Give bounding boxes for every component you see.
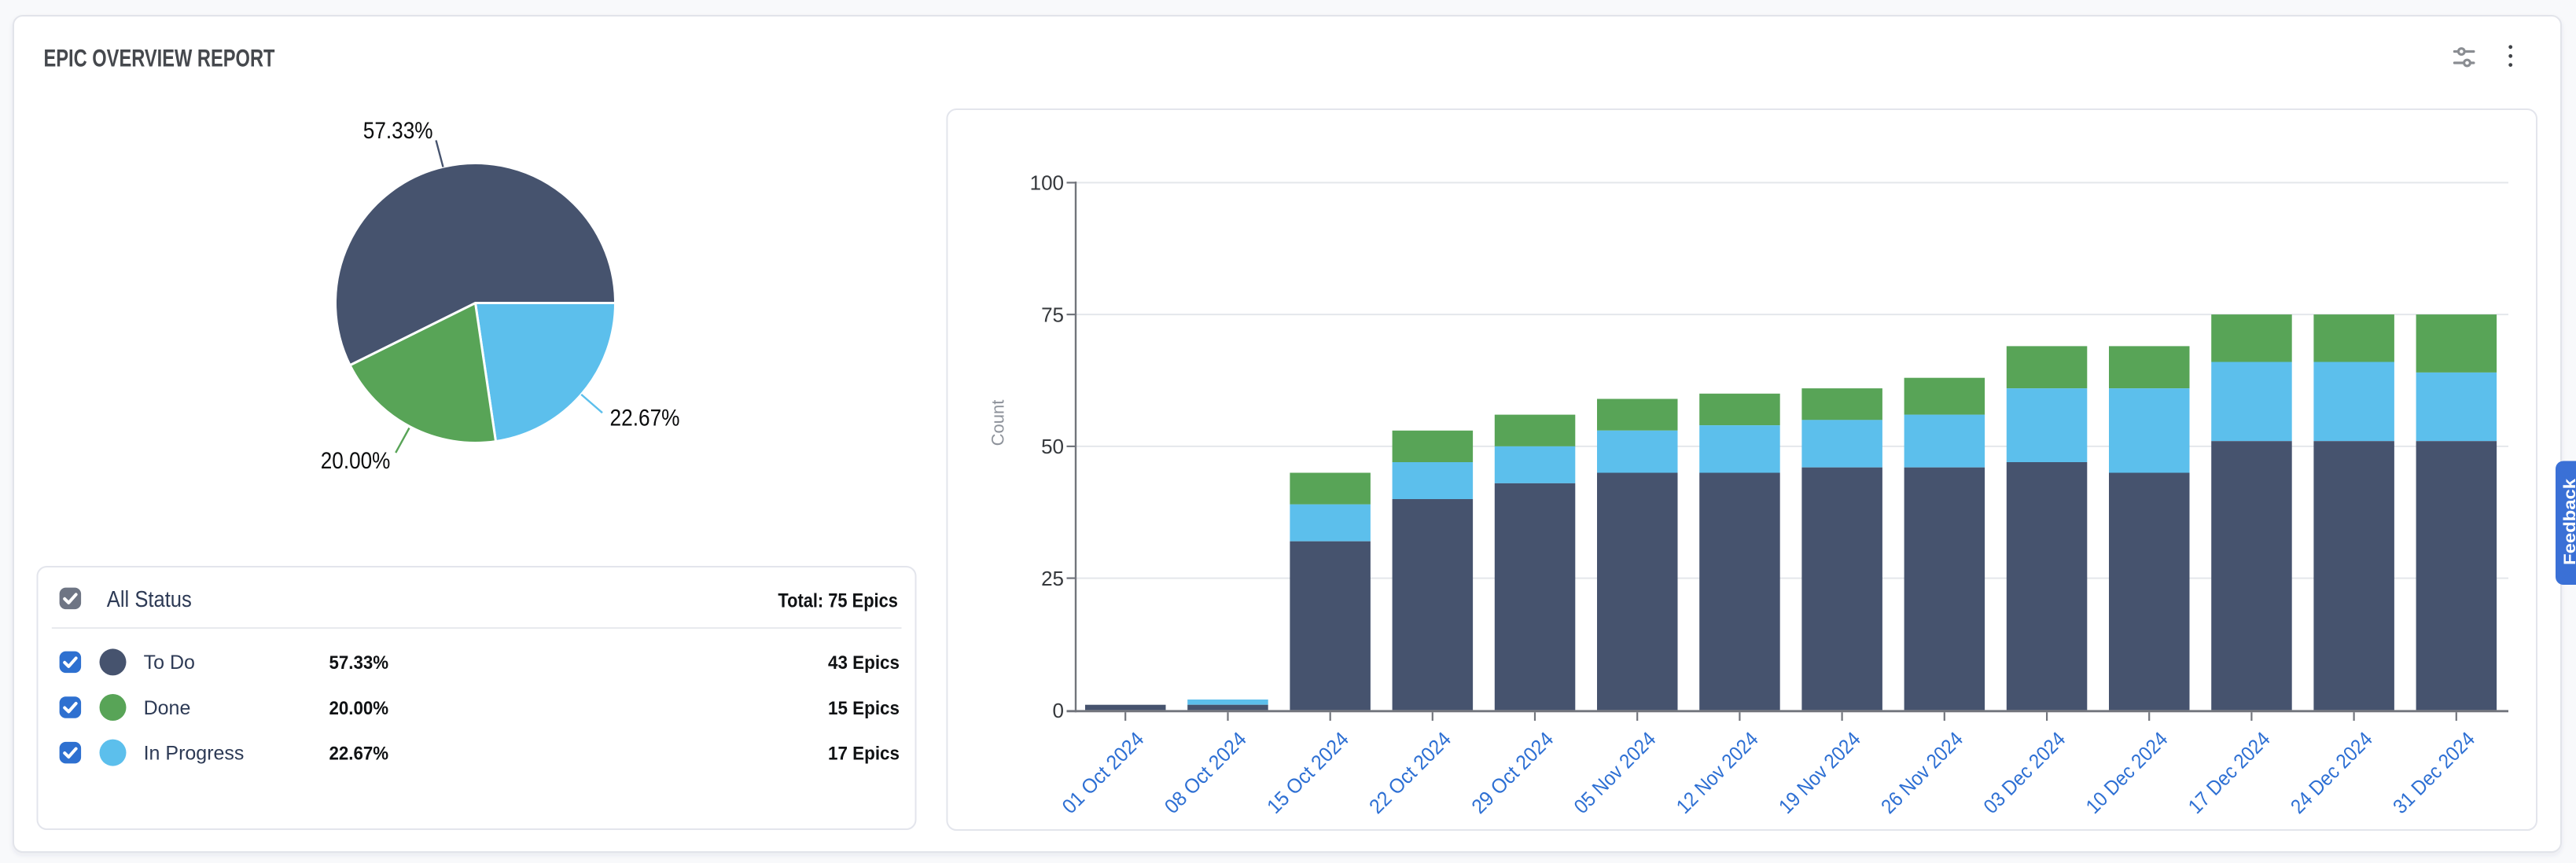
svg-text:57.33%: 57.33% <box>329 652 389 674</box>
svg-text:100: 100 <box>1030 171 1064 195</box>
svg-text:43 Epics: 43 Epics <box>828 652 900 674</box>
svg-text:75: 75 <box>1041 303 1064 326</box>
svg-text:0: 0 <box>1053 699 1064 722</box>
svg-text:Count: Count <box>988 400 1008 446</box>
svg-text:22.67%: 22.67% <box>329 743 389 764</box>
svg-text:20.00%: 20.00% <box>321 448 391 474</box>
svg-text:57.33%: 57.33% <box>363 118 433 144</box>
svg-text:In Progress: In Progress <box>144 742 245 764</box>
svg-text:Feedback: Feedback <box>2561 479 2576 565</box>
svg-text:17 Epics: 17 Epics <box>828 743 900 764</box>
svg-text:20.00%: 20.00% <box>329 698 389 719</box>
svg-text:22.67%: 22.67% <box>610 406 680 432</box>
svg-text:Done: Done <box>144 697 191 719</box>
svg-text:Total: 75 Epics: Total: 75 Epics <box>778 589 898 611</box>
svg-text:All Status: All Status <box>107 587 192 612</box>
svg-text:EPIC OVERVIEW REPORT: EPIC OVERVIEW REPORT <box>44 44 275 72</box>
svg-text:To Do: To Do <box>144 652 195 674</box>
svg-text:25: 25 <box>1041 567 1064 590</box>
svg-text:15 Epics: 15 Epics <box>828 698 900 719</box>
svg-text:50: 50 <box>1041 435 1064 458</box>
